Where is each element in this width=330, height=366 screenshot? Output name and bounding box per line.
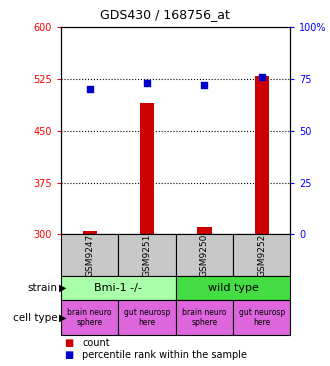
Text: count: count <box>82 337 110 348</box>
Text: gut neurosp
here: gut neurosp here <box>124 308 170 327</box>
Bar <box>118 234 176 276</box>
Point <box>259 74 264 80</box>
Text: ■: ■ <box>64 351 74 361</box>
Text: brain neuro
sphere: brain neuro sphere <box>67 308 112 327</box>
Bar <box>82 231 97 234</box>
Bar <box>233 234 290 276</box>
Point <box>87 87 92 93</box>
Bar <box>233 300 290 335</box>
Text: percentile rank within the sample: percentile rank within the sample <box>82 351 248 361</box>
Text: GDS430 / 168756_at: GDS430 / 168756_at <box>100 8 230 21</box>
Text: wild type: wild type <box>208 283 258 293</box>
Text: Bmi-1 -/-: Bmi-1 -/- <box>94 283 142 293</box>
Text: gut neurosp
here: gut neurosp here <box>239 308 285 327</box>
Text: cell type: cell type <box>13 313 58 322</box>
Point <box>202 82 207 88</box>
Bar <box>254 76 269 234</box>
Bar <box>61 300 118 335</box>
Bar <box>61 234 118 276</box>
Bar <box>197 227 212 234</box>
Text: ▶: ▶ <box>59 283 67 293</box>
Text: GSM9250: GSM9250 <box>200 234 209 277</box>
Point <box>145 81 150 86</box>
Text: GSM9251: GSM9251 <box>143 234 151 277</box>
Text: GSM9247: GSM9247 <box>85 234 94 277</box>
Text: ■: ■ <box>64 337 74 348</box>
Bar <box>176 234 233 276</box>
Text: strain: strain <box>28 283 58 293</box>
Text: GSM9252: GSM9252 <box>257 234 266 277</box>
Text: brain neuro
sphere: brain neuro sphere <box>182 308 227 327</box>
Bar <box>176 300 233 335</box>
Bar <box>140 103 154 234</box>
Bar <box>118 300 176 335</box>
Bar <box>176 276 290 300</box>
Text: ▶: ▶ <box>59 313 67 322</box>
Bar <box>61 276 176 300</box>
